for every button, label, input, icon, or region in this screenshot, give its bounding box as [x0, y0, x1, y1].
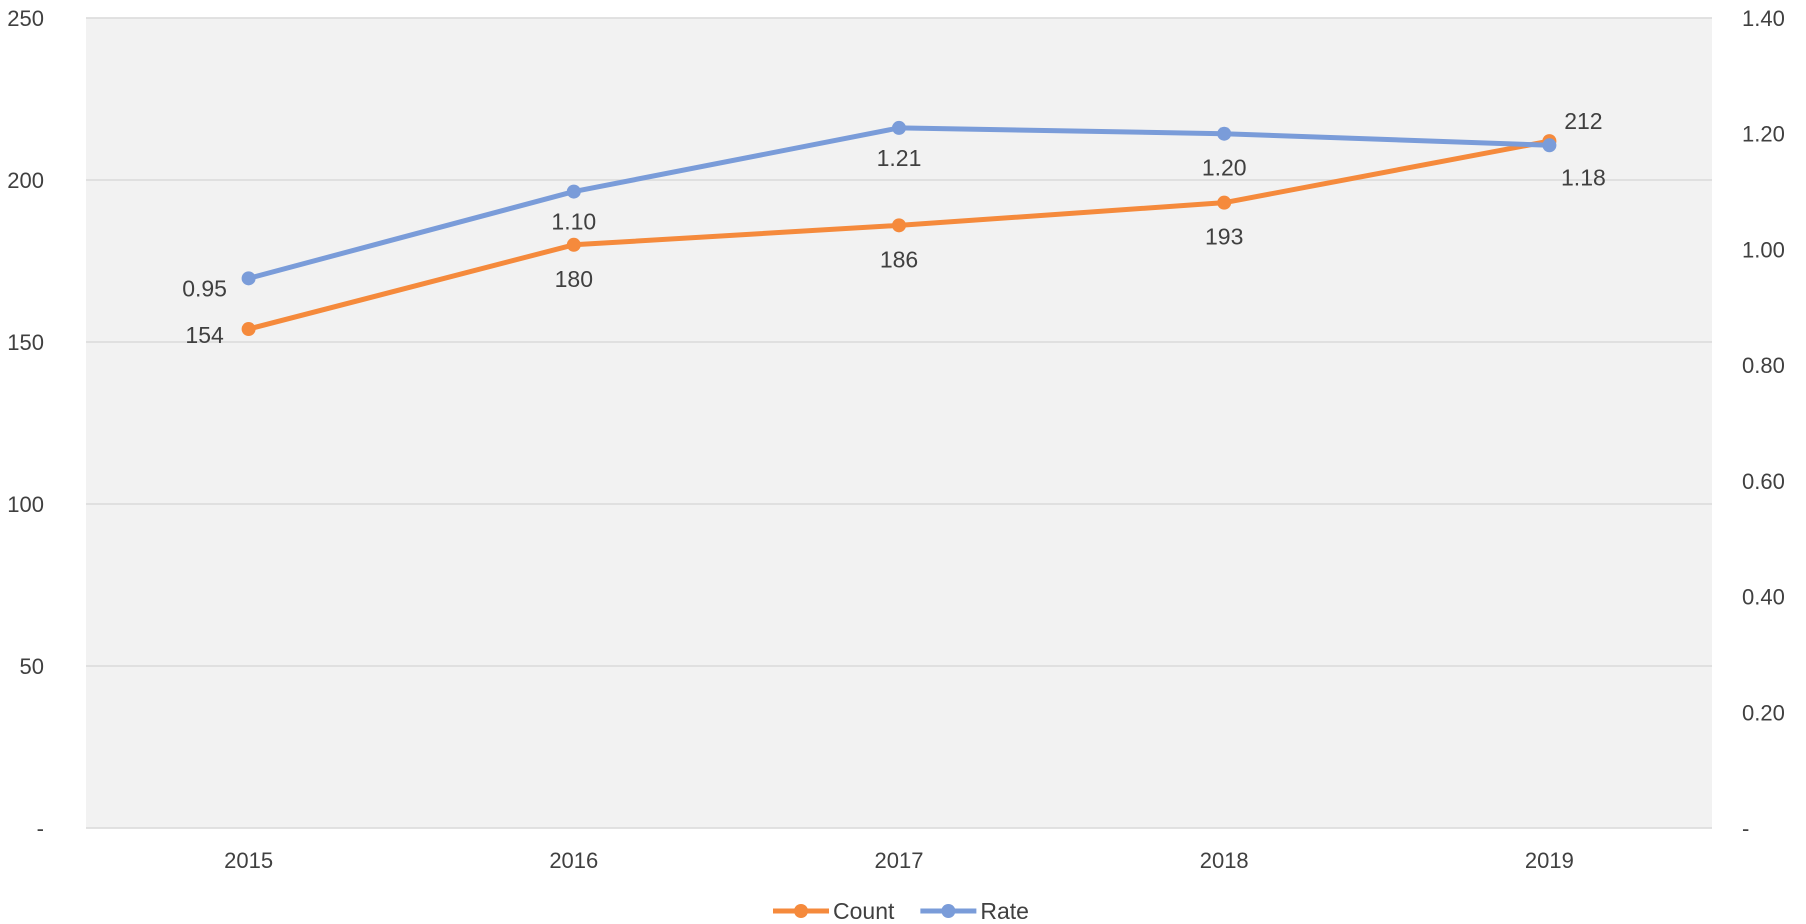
legend-item-count: Count	[773, 898, 895, 924]
left-axis-tick-label: 100	[7, 492, 44, 517]
data-label: 1.10	[551, 209, 596, 235]
left-axis-tick-label: 150	[7, 330, 44, 355]
data-point	[892, 120, 906, 135]
right-axis-tick-label: 0.40	[1742, 585, 1785, 610]
data-point	[1542, 138, 1557, 153]
right-axis-tick-labels: - 0.20 0.40 0.60 0.80 1.00 1.20 1.40	[1742, 6, 1785, 841]
legend-item-rate: Rate	[920, 898, 1029, 924]
legend-label: Count	[833, 898, 895, 924]
plot-area	[86, 18, 1712, 828]
left-axis-tick-label: -	[37, 816, 44, 841]
series-group: 154 180 186 193 212 0.95 1.10 1.21 1.20 1.18	[182, 108, 1606, 348]
data-point	[892, 218, 906, 233]
left-axis-tick-label: 50	[20, 654, 44, 679]
right-axis-tick-label: 1.20	[1742, 122, 1785, 147]
data-label: 193	[1205, 224, 1243, 250]
series-count: 154 180 186 193 212	[185, 108, 1602, 348]
x-axis-tick-labels: 2015 2016 2017 2018 2019	[224, 848, 1574, 873]
left-axis-tick-label: 250	[7, 6, 44, 31]
x-axis-tick-label: 2017	[875, 848, 924, 873]
x-axis-tick-label: 2018	[1200, 848, 1249, 873]
data-point	[566, 237, 581, 252]
left-axis-tick-labels: - 50 100 150 200 250	[7, 6, 44, 841]
legend-marker	[794, 904, 808, 918]
gridlines	[86, 17, 1712, 829]
x-axis-tick-label: 2016	[549, 848, 598, 873]
data-label: 1.20	[1202, 155, 1247, 181]
x-axis-tick-label: 2015	[224, 848, 273, 873]
right-axis-tick-label: 1.00	[1742, 237, 1785, 262]
data-label: 180	[555, 266, 593, 292]
legend: Count Rate	[773, 898, 1029, 924]
right-axis-tick-label: 1.40	[1742, 6, 1785, 31]
data-label: 186	[880, 246, 918, 272]
left-axis-tick-label: 200	[7, 168, 44, 193]
data-label: 1.18	[1561, 164, 1606, 190]
x-axis-tick-label: 2019	[1525, 848, 1574, 873]
series-rate: 0.95 1.10 1.21 1.20 1.18	[182, 120, 1606, 301]
data-label: 212	[1564, 108, 1602, 134]
right-axis-tick-label: -	[1742, 816, 1749, 841]
legend-label: Rate	[980, 898, 1029, 924]
data-point	[1217, 126, 1232, 141]
data-point	[241, 271, 256, 286]
data-label: 1.21	[877, 145, 922, 171]
right-axis-tick-label: 0.80	[1742, 353, 1785, 378]
data-point	[1217, 195, 1232, 210]
right-axis-tick-label: 0.20	[1742, 700, 1785, 725]
data-label: 0.95	[182, 275, 227, 301]
right-axis-tick-label: 0.60	[1742, 469, 1785, 494]
data-point	[566, 184, 581, 199]
data-label: 154	[185, 322, 224, 348]
legend-marker	[941, 904, 956, 918]
data-point	[241, 322, 256, 337]
